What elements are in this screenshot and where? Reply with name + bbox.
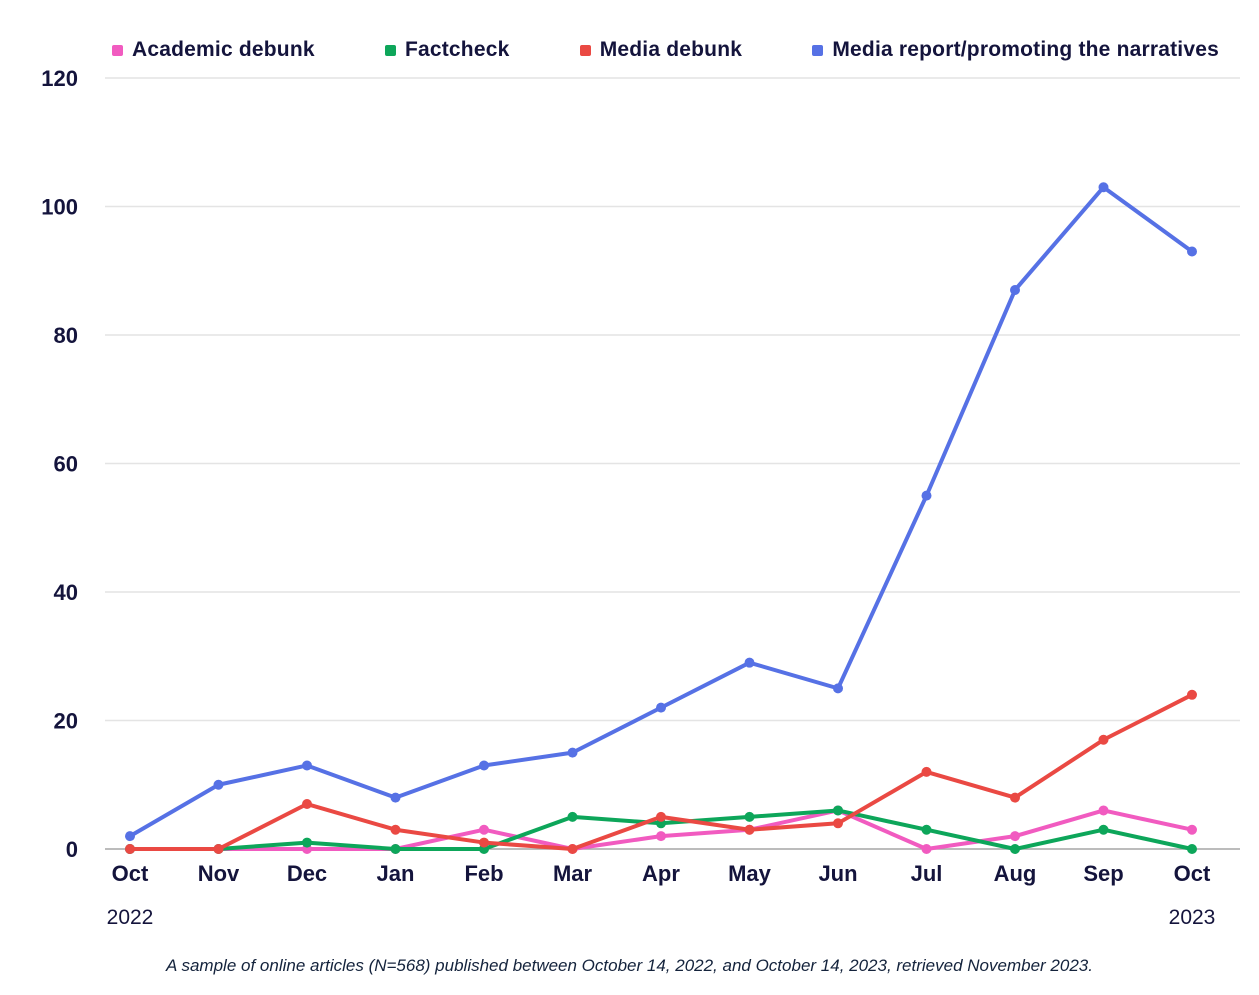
data-point [656,831,666,842]
legend-label-media-report: Media report/promoting the narratives [832,38,1219,61]
x-tick-label-0-oct: Oct [112,861,149,886]
legend-swatch-media-debunk [579,44,591,56]
data-point [1010,844,1020,854]
legend-label-academic-debunk: Academic debunk [132,38,315,61]
data-point [302,760,312,771]
data-point [744,657,755,668]
data-point [479,837,489,848]
x-tick-label-7-may: May [728,861,772,886]
data-point [1010,792,1020,803]
data-point [921,766,932,777]
x-tick-label-12-oct: Oct [1174,861,1211,886]
legend-item-media-debunk: Media debunk [579,38,743,62]
data-point [1098,805,1109,816]
x-tick-label-3-jan: Jan [377,861,415,886]
data-point [567,844,578,854]
x-tick-label-11-sep: Sep [1083,861,1123,886]
data-point [479,760,489,771]
legend-label-media-debunk: Media debunk [599,38,743,61]
data-point [390,792,401,803]
legend-item-media-report: Media report/promoting the narratives [812,38,1219,62]
legend-label-factcheck: Factcheck [404,38,510,61]
data-point [302,799,312,810]
x-tick-label-5-mar: Mar [553,861,593,886]
data-point [921,824,932,835]
y-tick-label-40: 40 [54,580,78,605]
data-point [1098,824,1109,835]
data-point [744,811,755,822]
data-point [921,490,932,501]
y-tick-label-20: 20 [54,709,78,734]
data-point [1187,246,1197,257]
legend-item-factcheck: Factcheck [384,38,510,62]
line-chart: 0 20 40 60 80 100 120 Oct Nov Dec Jan Feb Mar Apr May J… [41,66,1240,886]
data-point [833,818,843,829]
data-point [833,683,843,694]
data-point [744,824,755,835]
data-point [656,702,666,713]
legend-swatch-media-report [812,44,824,56]
series-line-media-report-promoting-the-narratives [128,185,1194,839]
data-point [479,824,489,835]
data-point [1098,182,1109,193]
data-point [921,844,932,854]
data-point [213,779,224,790]
data-point [1098,734,1109,745]
legend-swatch-academic-debunk [112,44,123,56]
y-tick-label-120: 120 [41,66,78,91]
x-axis-year-start: 2022 [106,906,154,929]
x-axis-year-end: 2023 [1168,906,1216,929]
data-point [213,844,224,854]
chart-caption: A sample of online articles (N=568) publ… [166,956,1093,975]
chart-legend: Academic debunk Factcheck Media debunk M… [112,38,1219,62]
y-tick-label-100: 100 [41,195,78,220]
data-point [656,811,666,822]
data-point [833,805,843,816]
data-point [1187,844,1197,854]
y-tick-label-60: 60 [54,452,78,477]
data-point [1010,831,1020,842]
data-point [567,747,578,758]
data-point [1187,689,1197,700]
legend-item-academic-debunk: Academic debunk [112,38,315,62]
data-point [1010,285,1020,296]
data-point [302,837,312,848]
x-tick-label-10-aug: Aug [994,861,1037,886]
data-point [125,831,135,842]
x-tick-label-6-apr: Apr [642,861,680,886]
x-tick-label-4-feb: Feb [464,861,503,886]
x-tick-label-8-jun: Jun [818,861,857,886]
data-point [125,844,135,854]
y-tick-label-0: 0 [66,837,78,862]
data-point [390,844,401,854]
y-tick-label-80: 80 [54,323,78,348]
x-tick-label-9-jul: Jul [911,861,943,886]
data-point [1187,824,1197,835]
x-tick-label-1-nov: Nov [198,861,240,886]
x-tick-label-2-dec: Dec [287,861,327,886]
data-point [390,824,401,835]
data-point [567,811,578,822]
legend-swatch-factcheck [384,44,396,56]
